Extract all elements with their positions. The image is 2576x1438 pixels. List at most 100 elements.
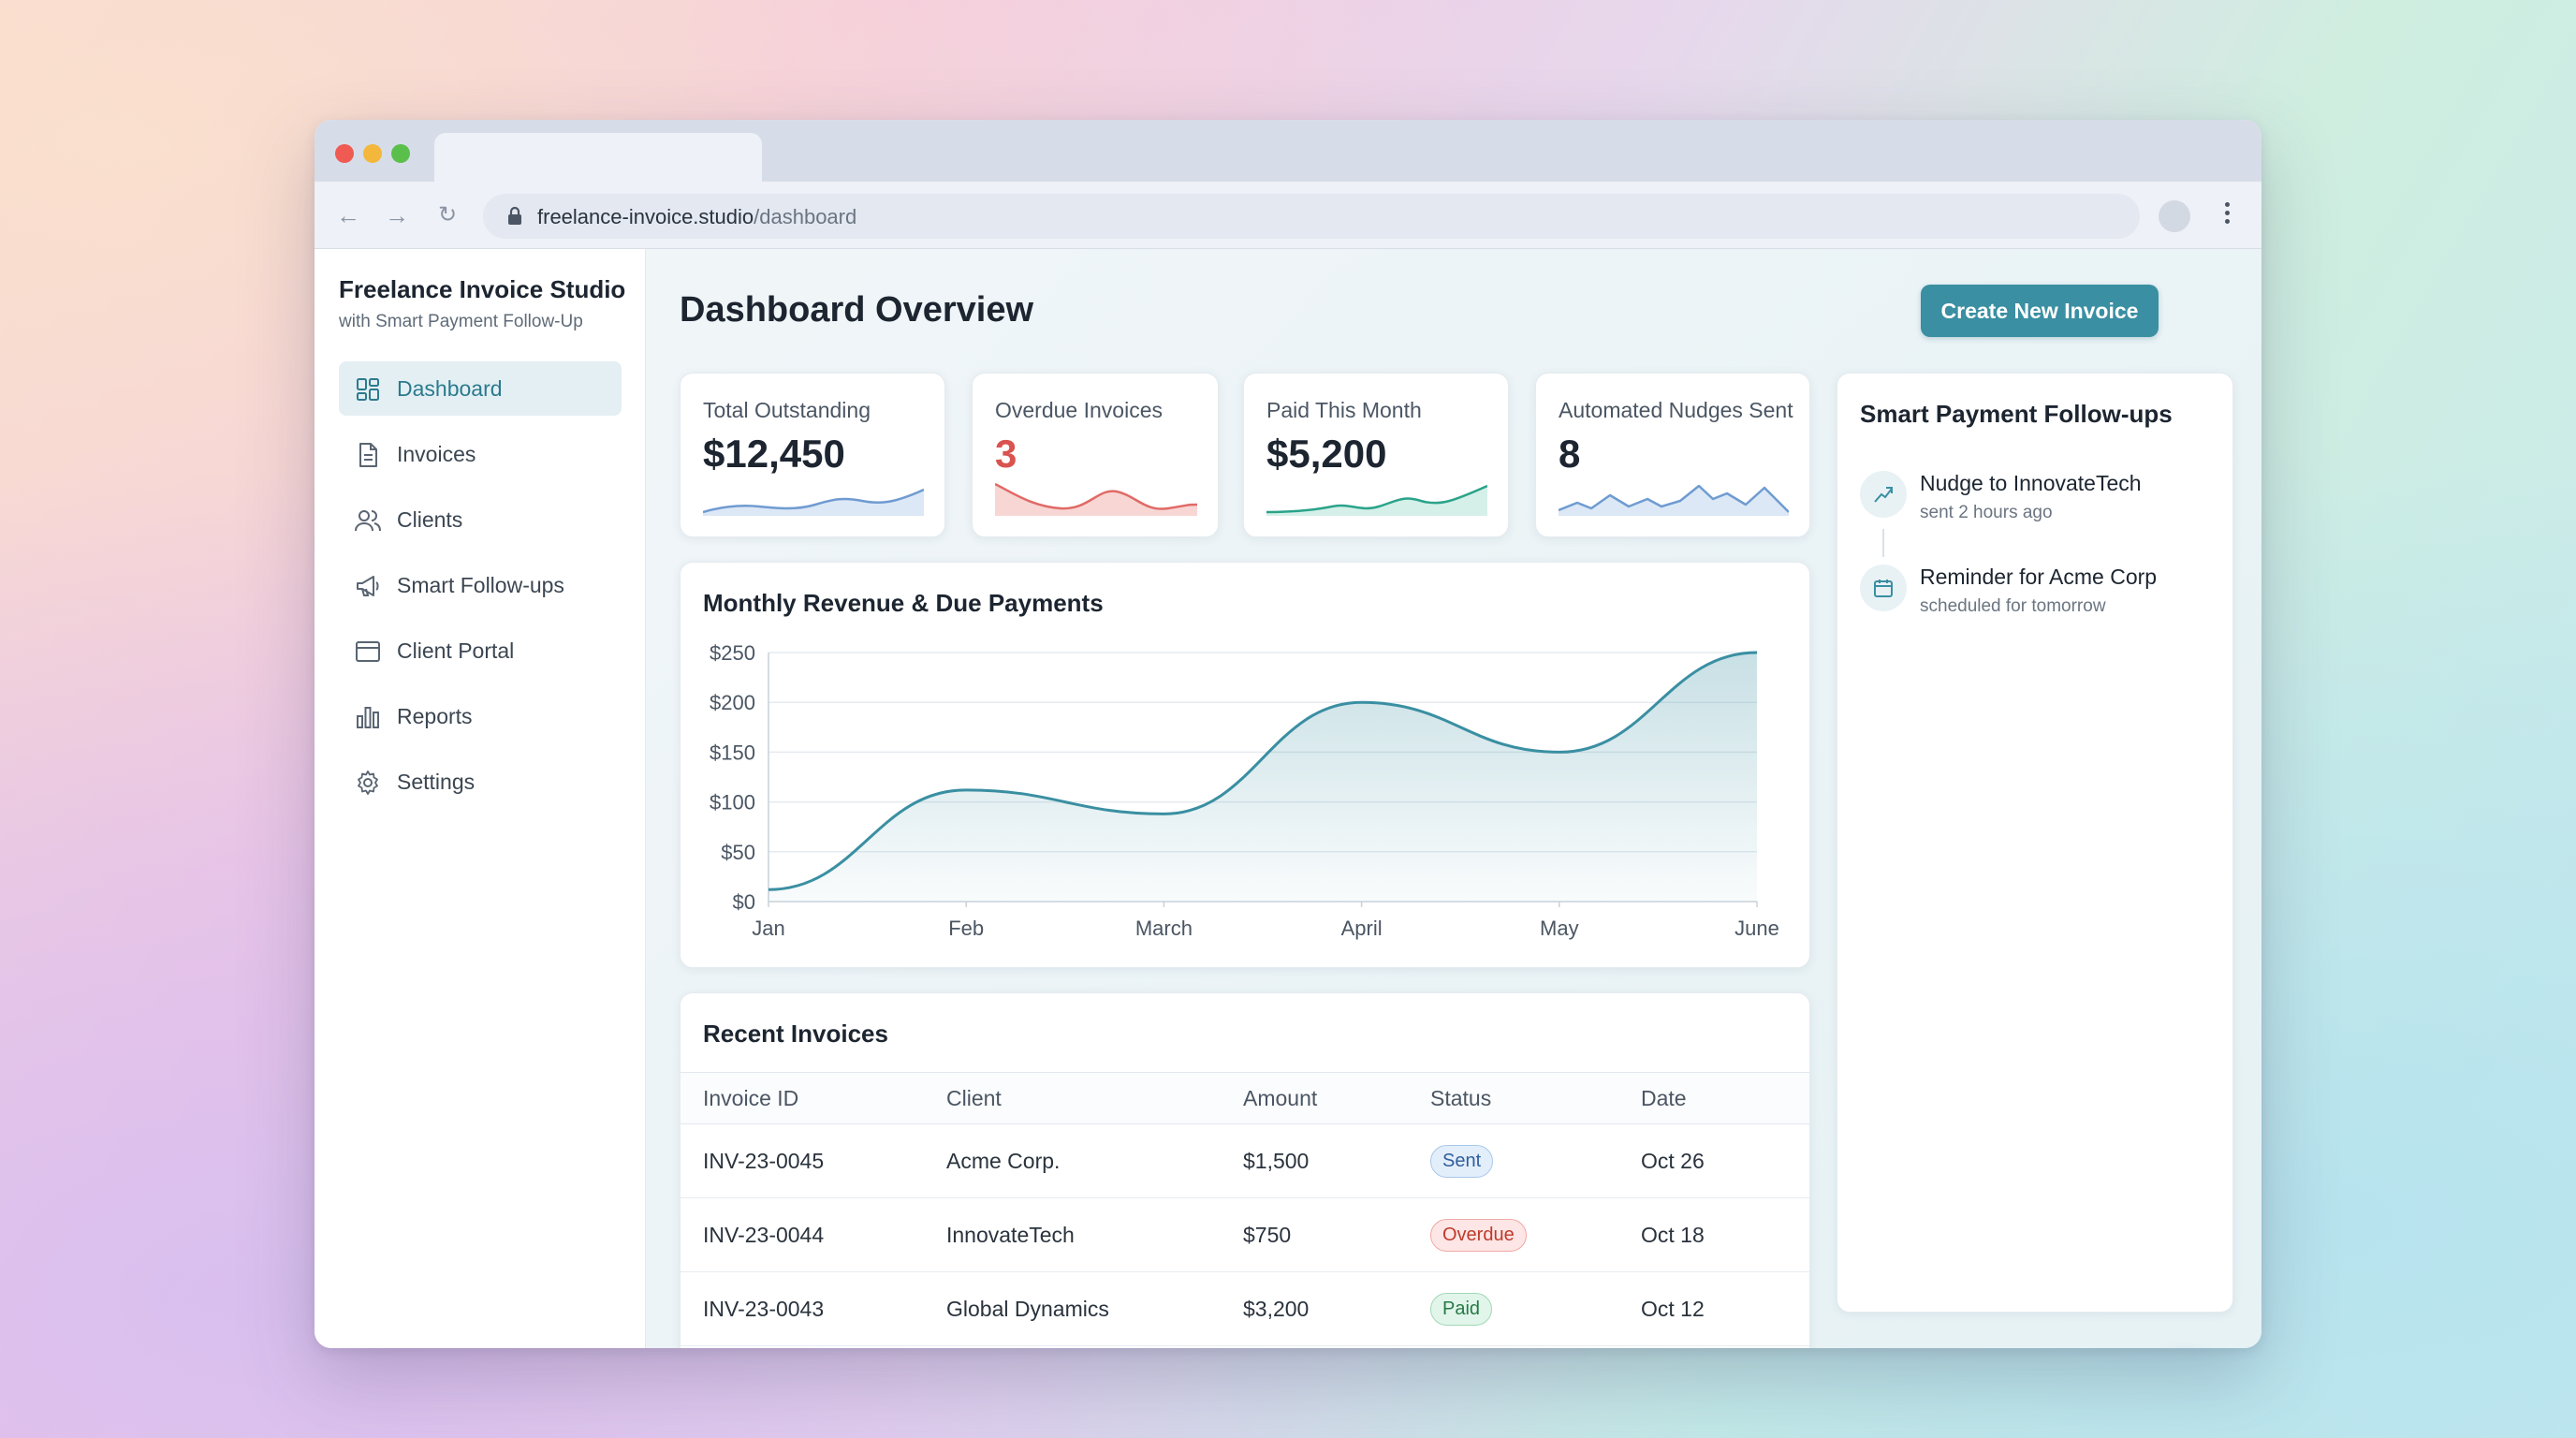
sidebar-item-label: Invoices [397,441,476,466]
sparkline-automated-nudges [1559,484,1789,516]
sidebar-item-label: Settings [397,769,476,794]
url-text: freelance-invoice.studio/dashboard [537,205,856,229]
revenue-area-fill [768,653,1757,902]
sidebar-item-clients[interactable]: Clients [339,492,622,547]
profile-avatar[interactable] [2159,200,2190,232]
table-row[interactable]: INV-23-0044 InnovateTech $750 Overdue Oc… [681,1198,1809,1272]
sidebar-item-reports[interactable]: Reports [339,689,622,743]
forward-arrow-icon[interactable]: → [385,201,409,229]
x-tick-label: June [1734,917,1779,940]
brand: Freelance Invoice Studio with Smart Paym… [339,275,625,332]
y-tick-label: $150 [710,741,755,764]
create-new-invoice-button[interactable]: Create New Invoice [1921,285,2159,337]
page-title: Dashboard Overview [680,290,1034,330]
minimize-window-button[interactable] [363,144,382,163]
status-badge: Paid [1430,1292,1493,1326]
sidebar-item-settings[interactable]: Settings [339,755,622,809]
sidebar-item-dashboard[interactable]: Dashboard [339,361,622,416]
brand-title: Freelance Invoice Studio [339,275,626,303]
stat-card-paid-this-month[interactable]: Paid This Month $5,200 [1243,373,1509,537]
y-tick-label: $50 [721,841,755,864]
sidebar-item-label: Dashboard [397,375,503,401]
invoice-client: Acme Corp. [946,1148,1061,1173]
tab-bar [315,120,2261,182]
smart-follow-ups-panel: Smart Payment Follow-ups Nudge to Innova… [1837,373,2233,1313]
revenue-chart: $0 $50 $100 $150 $200 $250 Jan Feb March April May… [710,641,1779,940]
x-tick-label: May [1540,917,1579,940]
table-row[interactable]: INV-23-0043 Global Dynamics $3,200 Paid … [681,1272,1809,1346]
sparkline-paid-this-month [1266,484,1487,516]
table-row[interactable]: INV-23-0045 Acme Corp. $1,500 Sent Oct 2… [681,1124,1809,1198]
revenue-chart-card: Monthly Revenue & Due Payments $0 $50 $100… [680,562,1810,968]
stat-value: $5,200 [1266,432,1387,476]
x-tick-label: Jan [752,917,784,940]
stat-card-automated-nudges-sent[interactable]: Automated Nudges Sent 8 [1535,373,1810,537]
follow-up-title: Reminder for Acme Corp [1920,565,2158,589]
sidebar-item-invoices[interactable]: Invoices [339,427,622,481]
browser-window-icon [356,641,380,662]
x-tick-label: April [1341,917,1383,940]
follow-ups-title: Smart Payment Follow-ups [1860,400,2173,428]
browser-tab-active[interactable] [434,133,762,182]
gear-icon [358,770,378,795]
sidebar-item-client-portal[interactable]: Client Portal [339,624,622,678]
follow-up-subtitle: sent 2 hours ago [1920,503,2053,522]
url-path: /dashboard [754,205,857,228]
reload-icon[interactable]: ↻ [437,202,458,227]
invoice-date: Oct 26 [1641,1148,1705,1173]
table-header: Invoice ID Client Amount Status Date [681,1072,1809,1124]
sidebar-item-label: Smart Follow-ups [397,572,564,597]
follow-up-title: Nudge to InnovateTech [1920,471,2142,495]
sidebar-item-smart-follow-ups[interactable]: Smart Follow-ups [339,558,622,612]
invoices-table: Invoice ID Client Amount Status Date INV… [681,1072,1809,1346]
column-header[interactable]: Invoice ID [703,1085,799,1110]
stat-value: $12,450 [703,432,845,476]
column-header[interactable]: Client [946,1085,1002,1110]
sparkline-overdue-invoices [995,482,1197,516]
app: Freelance Invoice Studio with Smart Paym… [315,249,2261,1348]
status-badge: Sent [1430,1144,1494,1178]
lock-icon [508,206,521,225]
maximize-window-button[interactable] [391,144,410,163]
brand-subtitle: with Smart Payment Follow-Up [339,312,583,331]
address-bar[interactable]: freelance-invoice.studio/dashboard [483,194,2140,239]
stat-label: Total Outstanding [703,398,871,422]
follow-up-subtitle: scheduled for tomorrow [1920,596,2106,616]
stat-label: Automated Nudges Sent [1559,398,1793,422]
recent-invoices-card: Recent Invoices Invoice ID Client Amount… [680,992,1810,1348]
sidebar-item-label: Client Portal [397,638,515,663]
column-header[interactable]: Amount [1243,1085,1318,1110]
recent-invoices-title: Recent Invoices [703,1020,888,1048]
stat-card-overdue-invoices[interactable]: Overdue Invoices 3 [972,373,1219,537]
browser-menu-icon[interactable] [2222,198,2232,232]
invoice-date: Oct 18 [1641,1222,1705,1247]
x-tick-label: Feb [948,917,984,940]
browser-window: ← → ↻ freelance-invoice.studio/dashboard… [315,120,2261,1348]
revenue-line [768,651,1758,891]
main-content: Dashboard Overview Create New Invoice To… [680,249,2261,1348]
browser-toolbar: ← → ↻ freelance-invoice.studio/dashboard [315,182,2261,249]
sidebar-menu: Dashboard Invoices Clients [339,361,622,820]
column-header[interactable]: Status [1430,1085,1492,1110]
sidebar-item-label: Reports [397,703,473,728]
follow-up-item[interactable]: Nudge to InnovateTech sent 2 hours ago [1860,469,2216,535]
url-domain: freelance-invoice.studio [537,205,754,228]
sparkline-total-outstanding [703,488,924,516]
document-icon [359,443,377,467]
calendar-icon [1860,565,1907,611]
back-arrow-icon[interactable]: ← [336,201,360,229]
column-header[interactable]: Date [1641,1085,1687,1110]
stat-card-total-outstanding[interactable]: Total Outstanding $12,450 [680,373,945,537]
send-nudge-icon [1860,471,1907,518]
follow-up-item[interactable]: Reminder for Acme Corp scheduled for tom… [1860,563,2216,628]
x-tick-label: March [1135,917,1193,940]
y-tick-label: $100 [710,791,755,814]
invoice-status-cell: Sent [1430,1124,1494,1197]
invoice-date: Oct 12 [1641,1296,1705,1321]
chart-title: Monthly Revenue & Due Payments [703,589,1104,617]
close-window-button[interactable] [335,144,354,163]
status-badge: Overdue [1430,1218,1527,1252]
invoice-client: InnovateTech [946,1222,1075,1247]
invoice-id: INV-23-0043 [703,1296,825,1321]
users-icon [355,510,381,532]
